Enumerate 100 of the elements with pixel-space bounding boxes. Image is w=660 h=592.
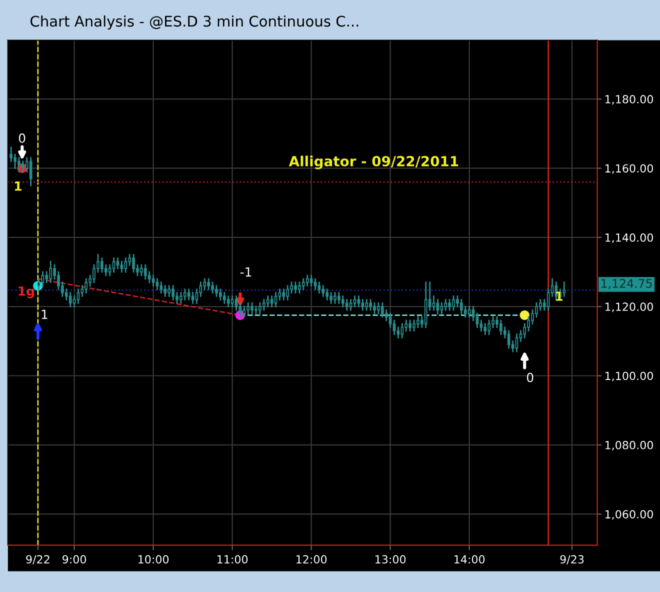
candlestick xyxy=(45,271,48,284)
candlestick xyxy=(230,296,234,308)
candlestick xyxy=(392,320,396,335)
candlestick xyxy=(140,264,143,276)
candlestick xyxy=(112,257,116,273)
candlestick xyxy=(180,292,182,304)
candlestick xyxy=(148,271,151,284)
candlestick xyxy=(365,298,368,311)
candlestick xyxy=(41,271,44,287)
x-tick-label: 9/22 xyxy=(26,555,50,564)
annotation: 1g xyxy=(18,286,34,298)
candlestick xyxy=(361,298,364,311)
candlestick xyxy=(68,292,72,308)
candlestick xyxy=(349,298,352,311)
candlestick xyxy=(408,320,412,332)
candlestick xyxy=(262,298,266,311)
chart-title: Chart Analysis - @ES.D 3 min Continuous C... xyxy=(30,15,358,30)
candlestick xyxy=(326,288,329,300)
annotation: 1 xyxy=(556,292,562,301)
candlestick xyxy=(436,298,440,314)
candlestick xyxy=(104,264,108,276)
candlestick xyxy=(448,298,451,311)
candlestick xyxy=(37,278,40,290)
candlestick xyxy=(314,278,317,290)
candlestick xyxy=(282,288,286,300)
annotation: 0 xyxy=(526,372,534,382)
candlestick xyxy=(187,288,190,300)
candlestick xyxy=(353,296,356,308)
candlestick xyxy=(222,292,226,304)
candlestick xyxy=(29,157,32,186)
x-tick-label: 14:00 xyxy=(454,555,485,564)
ref-line-label: 1,124.75 xyxy=(602,278,652,290)
candlestick xyxy=(120,260,124,273)
candlestick xyxy=(156,278,159,290)
candlestick xyxy=(274,292,278,308)
y-tick-label: 1,140.00 xyxy=(605,233,653,243)
annotation: 1 xyxy=(42,310,48,319)
candlestick xyxy=(18,157,20,172)
annotation: Alligator - 09/22/2011 xyxy=(288,156,458,170)
candlestick xyxy=(84,278,88,294)
candlestick xyxy=(484,323,487,335)
y-tick-label: 1,180.00 xyxy=(605,95,653,105)
candlestick xyxy=(562,282,566,297)
candlestick xyxy=(266,296,270,308)
candlestick xyxy=(246,302,250,314)
candlestick xyxy=(160,282,163,294)
candlestick xyxy=(164,285,167,297)
candlestick xyxy=(306,274,309,287)
candlestick xyxy=(357,296,360,308)
candlestick xyxy=(207,278,210,290)
x-tick-label: 13:00 xyxy=(376,555,406,564)
y-tick-label: 1,160.00 xyxy=(605,164,653,174)
x-tick-label: 11:00 xyxy=(218,555,248,564)
candlestick xyxy=(286,285,290,300)
candlestick xyxy=(424,282,428,328)
candlestick xyxy=(310,274,313,287)
candlestick xyxy=(460,298,463,314)
candlestick xyxy=(515,334,518,352)
candlestick xyxy=(219,288,222,300)
annotation: -1 xyxy=(240,267,252,276)
candlestick xyxy=(322,285,325,297)
annotation: 1 xyxy=(15,182,22,191)
x-tick-label: 9/23 xyxy=(560,555,584,564)
candlestick xyxy=(472,306,475,322)
candlestick xyxy=(538,298,542,311)
x-tick-label: 10:00 xyxy=(138,555,169,564)
candlestick xyxy=(400,323,404,338)
candlestick xyxy=(124,257,128,273)
x-tick-label: 9:00 xyxy=(62,555,86,564)
candlestick xyxy=(10,146,13,162)
candlestick xyxy=(380,302,384,318)
candlestick xyxy=(183,288,186,300)
candlestick xyxy=(49,260,52,284)
candlestick xyxy=(242,306,246,318)
candlestick xyxy=(234,296,238,311)
annotation: 0 xyxy=(18,133,26,143)
candlestick xyxy=(432,296,436,311)
y-tick-label: 1,120.00 xyxy=(605,302,653,312)
candlestick xyxy=(100,257,104,273)
candlestick xyxy=(488,320,490,335)
candlestick xyxy=(464,306,467,318)
candlestick xyxy=(523,323,526,338)
candlestick xyxy=(345,298,348,311)
y-tick-label: 1,100.00 xyxy=(605,372,653,382)
y-tick-label: 1,060.00 xyxy=(605,510,653,520)
candlestick xyxy=(116,257,120,270)
candlestick xyxy=(440,302,444,314)
point xyxy=(520,310,530,320)
candlestick xyxy=(72,296,76,308)
candlestick xyxy=(388,312,392,328)
candlestick xyxy=(168,285,171,297)
candlestick xyxy=(444,298,448,311)
candlestick xyxy=(499,320,502,335)
candlestick xyxy=(226,296,230,308)
candlestick xyxy=(144,264,147,280)
candlestick xyxy=(468,306,471,318)
candlestick xyxy=(476,312,479,328)
candlestick xyxy=(152,274,155,287)
candlestick xyxy=(302,278,305,290)
candlestick xyxy=(270,296,274,308)
